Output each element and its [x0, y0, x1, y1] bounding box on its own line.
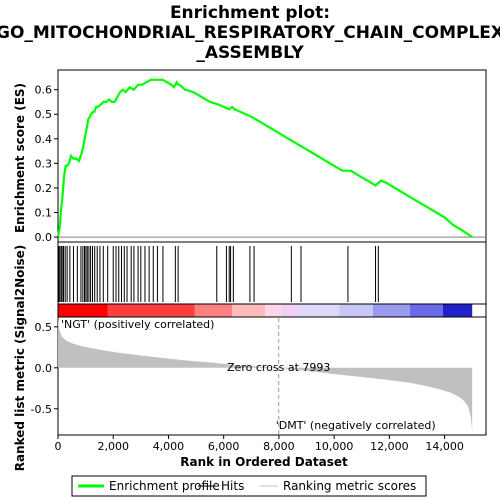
es-curve — [56, 78, 473, 239]
x-tick-label: 14,000 — [425, 440, 464, 453]
es-y-tick-label: 0.0 — [35, 231, 53, 244]
es-y-label: Enrichment score (ES) — [13, 83, 27, 233]
es-y-tick-label: 0.3 — [35, 157, 53, 170]
es-y-tick-label: 0.5 — [35, 108, 53, 121]
title-line: _ASSEMBLY — [196, 43, 304, 63]
hit-markers — [58, 246, 379, 302]
x-tick-label: 2,000 — [97, 440, 129, 453]
es-y-tick-label: 0.4 — [35, 133, 53, 146]
x-axis-label: Rank in Ordered Dataset — [180, 455, 348, 469]
legend-frame — [71, 475, 427, 497]
metric-y-tick-label: -0.5 — [31, 403, 52, 416]
x-tick-label: 4,000 — [153, 440, 185, 453]
title-line: GO_MITOCHONDRIAL_RESPIRATORY_CHAIN_COMPL… — [0, 23, 500, 43]
hits-panel-frame — [57, 241, 487, 305]
x-tick-label: 10,000 — [315, 440, 354, 453]
x-tick-label: 8,000 — [263, 440, 295, 453]
es-panel-frame — [57, 69, 487, 243]
legend-label: Ranking metric scores — [283, 479, 416, 493]
x-tick-label: 0 — [55, 440, 62, 453]
legend-label: Enrichment profile — [109, 479, 220, 493]
es-y-tick-label: 0.2 — [35, 182, 53, 195]
x-ticks: 0 2,000 4,000 6,000 8,000 10,000 12,000 14,000 — [55, 435, 464, 453]
x-tick-label: 6,000 — [208, 440, 240, 453]
title-line: Enrichment plot: — [170, 3, 330, 23]
metric-y-ticks: -0.5 0.0 0.5 — [31, 321, 58, 416]
metric-y-label: Ranked list metric (Signal2Noise) — [13, 245, 27, 472]
es-y-tick-label: 0.6 — [35, 84, 53, 97]
legend-label: Hits — [221, 479, 244, 493]
metric-y-tick-label: 0.5 — [35, 321, 53, 334]
zero-cross-label: Zero cross at 7993 — [227, 361, 330, 374]
x-tick-label: 12,000 — [370, 440, 409, 453]
es-y-ticks: 0.0 0.1 0.2 0.3 0.4 0.5 0.6 — [35, 84, 58, 244]
negative-label: 'DMT' (negatively correlated) — [276, 419, 436, 432]
rank-heat-bar — [58, 304, 473, 317]
es-y-tick-label: 0.1 — [35, 207, 53, 220]
chart-title: Enrichment plot:GO_MITOCHONDRIAL_RESPIRA… — [0, 3, 500, 63]
legend: Enrichment profile Hits Ranking metric sco… — [78, 479, 416, 493]
positive-label: 'NGT' (positively correlated) — [61, 318, 214, 331]
metric-y-tick-label: 0.0 — [35, 362, 53, 375]
metric-area — [58, 318, 473, 432]
